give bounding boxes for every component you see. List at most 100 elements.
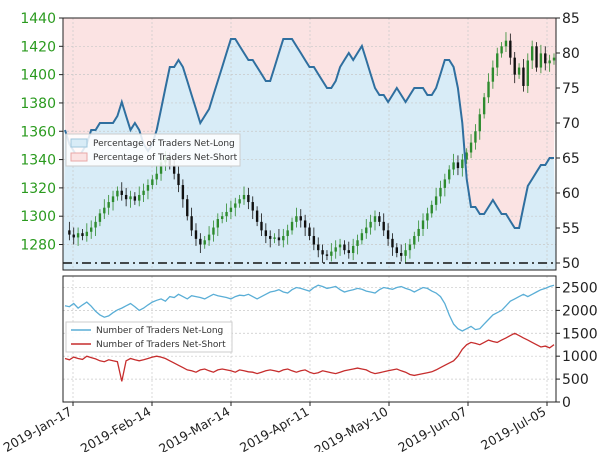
candle-body — [408, 244, 412, 251]
number-net-long-line — [64, 284, 555, 332]
candle-body — [391, 238, 394, 248]
candle-body — [356, 240, 359, 246]
percent-tick-label: 55 — [562, 221, 580, 237]
candle-body — [378, 216, 381, 222]
candle-body — [544, 53, 547, 64]
price-tick-label: 1380 — [20, 96, 56, 112]
candle-body — [238, 199, 241, 204]
candle-body — [522, 67, 525, 86]
bottom-legend: Number of Traders Net-Long Number of Tra… — [65, 321, 233, 353]
candle-body — [255, 210, 259, 222]
candle-body — [277, 237, 281, 241]
candle-body — [382, 221, 385, 231]
candle-body — [207, 234, 211, 241]
candle-body — [509, 40, 512, 58]
top-legend: Percentage of Traders Net-Long Percentag… — [65, 133, 241, 167]
count-tick-label: 0 — [562, 395, 571, 411]
candle-body — [103, 207, 106, 214]
count-tick-label: 2000 — [562, 303, 598, 319]
candle-body — [386, 230, 390, 239]
candle-body — [242, 194, 246, 200]
candle-body — [81, 233, 84, 237]
candle-body — [229, 207, 233, 212]
candle-body — [190, 216, 193, 231]
price-candles — [68, 32, 556, 263]
candle-body — [360, 233, 364, 241]
candle-body — [155, 173, 158, 180]
candle-body — [212, 227, 215, 235]
candle-body — [434, 196, 438, 205]
candle-body — [282, 236, 285, 241]
candle-body — [465, 152, 468, 160]
candle-body — [124, 194, 128, 200]
candle-body — [530, 46, 534, 61]
candle-body — [421, 220, 425, 229]
count-tick-label: 1000 — [562, 349, 598, 365]
percent-tick-label: 85 — [562, 11, 580, 27]
bottom-panel-grid — [63, 276, 556, 403]
candle-body — [373, 216, 377, 222]
candle-body — [247, 194, 250, 203]
candle-body — [186, 199, 189, 217]
price-tick-label: 1280 — [20, 238, 56, 254]
candle-body — [286, 230, 289, 237]
legend-label-net-short: Percentage of Traders Net-Short — [93, 153, 238, 163]
candle-body — [120, 190, 123, 195]
candle-body — [325, 254, 329, 256]
candle-body — [343, 244, 346, 251]
percent-tick-label: 65 — [562, 151, 580, 167]
candle-body — [548, 60, 551, 64]
date-tick-label: 2019-Jan-17 — [1, 404, 75, 452]
date-tick-label: 2019-Jul-05 — [478, 404, 548, 452]
percent-tick-label: 60 — [562, 186, 580, 202]
candle-body — [487, 81, 490, 98]
candle-body — [94, 221, 97, 228]
candle-body — [264, 230, 268, 237]
candle-body — [68, 230, 71, 235]
candle-body — [203, 240, 206, 245]
candle-body — [98, 213, 102, 222]
candle-body — [85, 231, 89, 237]
date-tick-label: 2019-Feb-14 — [78, 404, 154, 452]
count-axis-ticks: 0 500 1000 1500 2000 2500 — [556, 280, 598, 411]
candle-body — [199, 238, 202, 245]
date-axis-ticks: 2019-Jan-17 2019-Feb-14 2019-Mar-14 2019-Ap… — [1, 402, 549, 452]
candle-body — [347, 250, 350, 254]
candle-body — [308, 227, 311, 237]
price-tick-label: 1300 — [20, 209, 56, 225]
candle-body — [535, 46, 538, 68]
date-tick-label: 2019-May-10 — [312, 404, 391, 452]
candle-body — [260, 221, 263, 231]
candle-body — [129, 196, 132, 200]
price-tick-label: 1440 — [20, 11, 56, 27]
candle-body — [303, 220, 307, 228]
candle-body — [365, 227, 368, 234]
count-tick-label: 500 — [562, 372, 589, 388]
candle-body — [151, 179, 154, 186]
candle-body — [443, 179, 447, 188]
percent-tick-label: 75 — [562, 81, 580, 97]
candle-body — [299, 216, 302, 221]
candle-body — [90, 227, 93, 232]
candle-body — [456, 162, 460, 169]
candle-body — [334, 247, 337, 252]
candle-body — [491, 67, 495, 82]
candle-body — [399, 253, 403, 256]
candle-body — [469, 142, 473, 153]
candle-body — [72, 234, 75, 238]
candle-body — [269, 236, 272, 239]
candle-body — [404, 250, 407, 256]
date-tick-label: 2019-Jun-07 — [395, 404, 469, 452]
legend-swatch-net-short — [70, 152, 88, 162]
candle-body — [194, 230, 198, 239]
percent-tick-label: 80 — [562, 46, 580, 62]
candle-body — [290, 221, 294, 231]
legend-label-net-long: Percentage of Traders Net-Long — [93, 139, 235, 149]
top-panel-frame — [62, 17, 557, 271]
candle-body — [513, 57, 516, 75]
candle-body — [426, 213, 429, 221]
candle-body — [107, 202, 110, 208]
percent-tick-label: 50 — [562, 256, 580, 272]
candle-body — [181, 185, 185, 200]
